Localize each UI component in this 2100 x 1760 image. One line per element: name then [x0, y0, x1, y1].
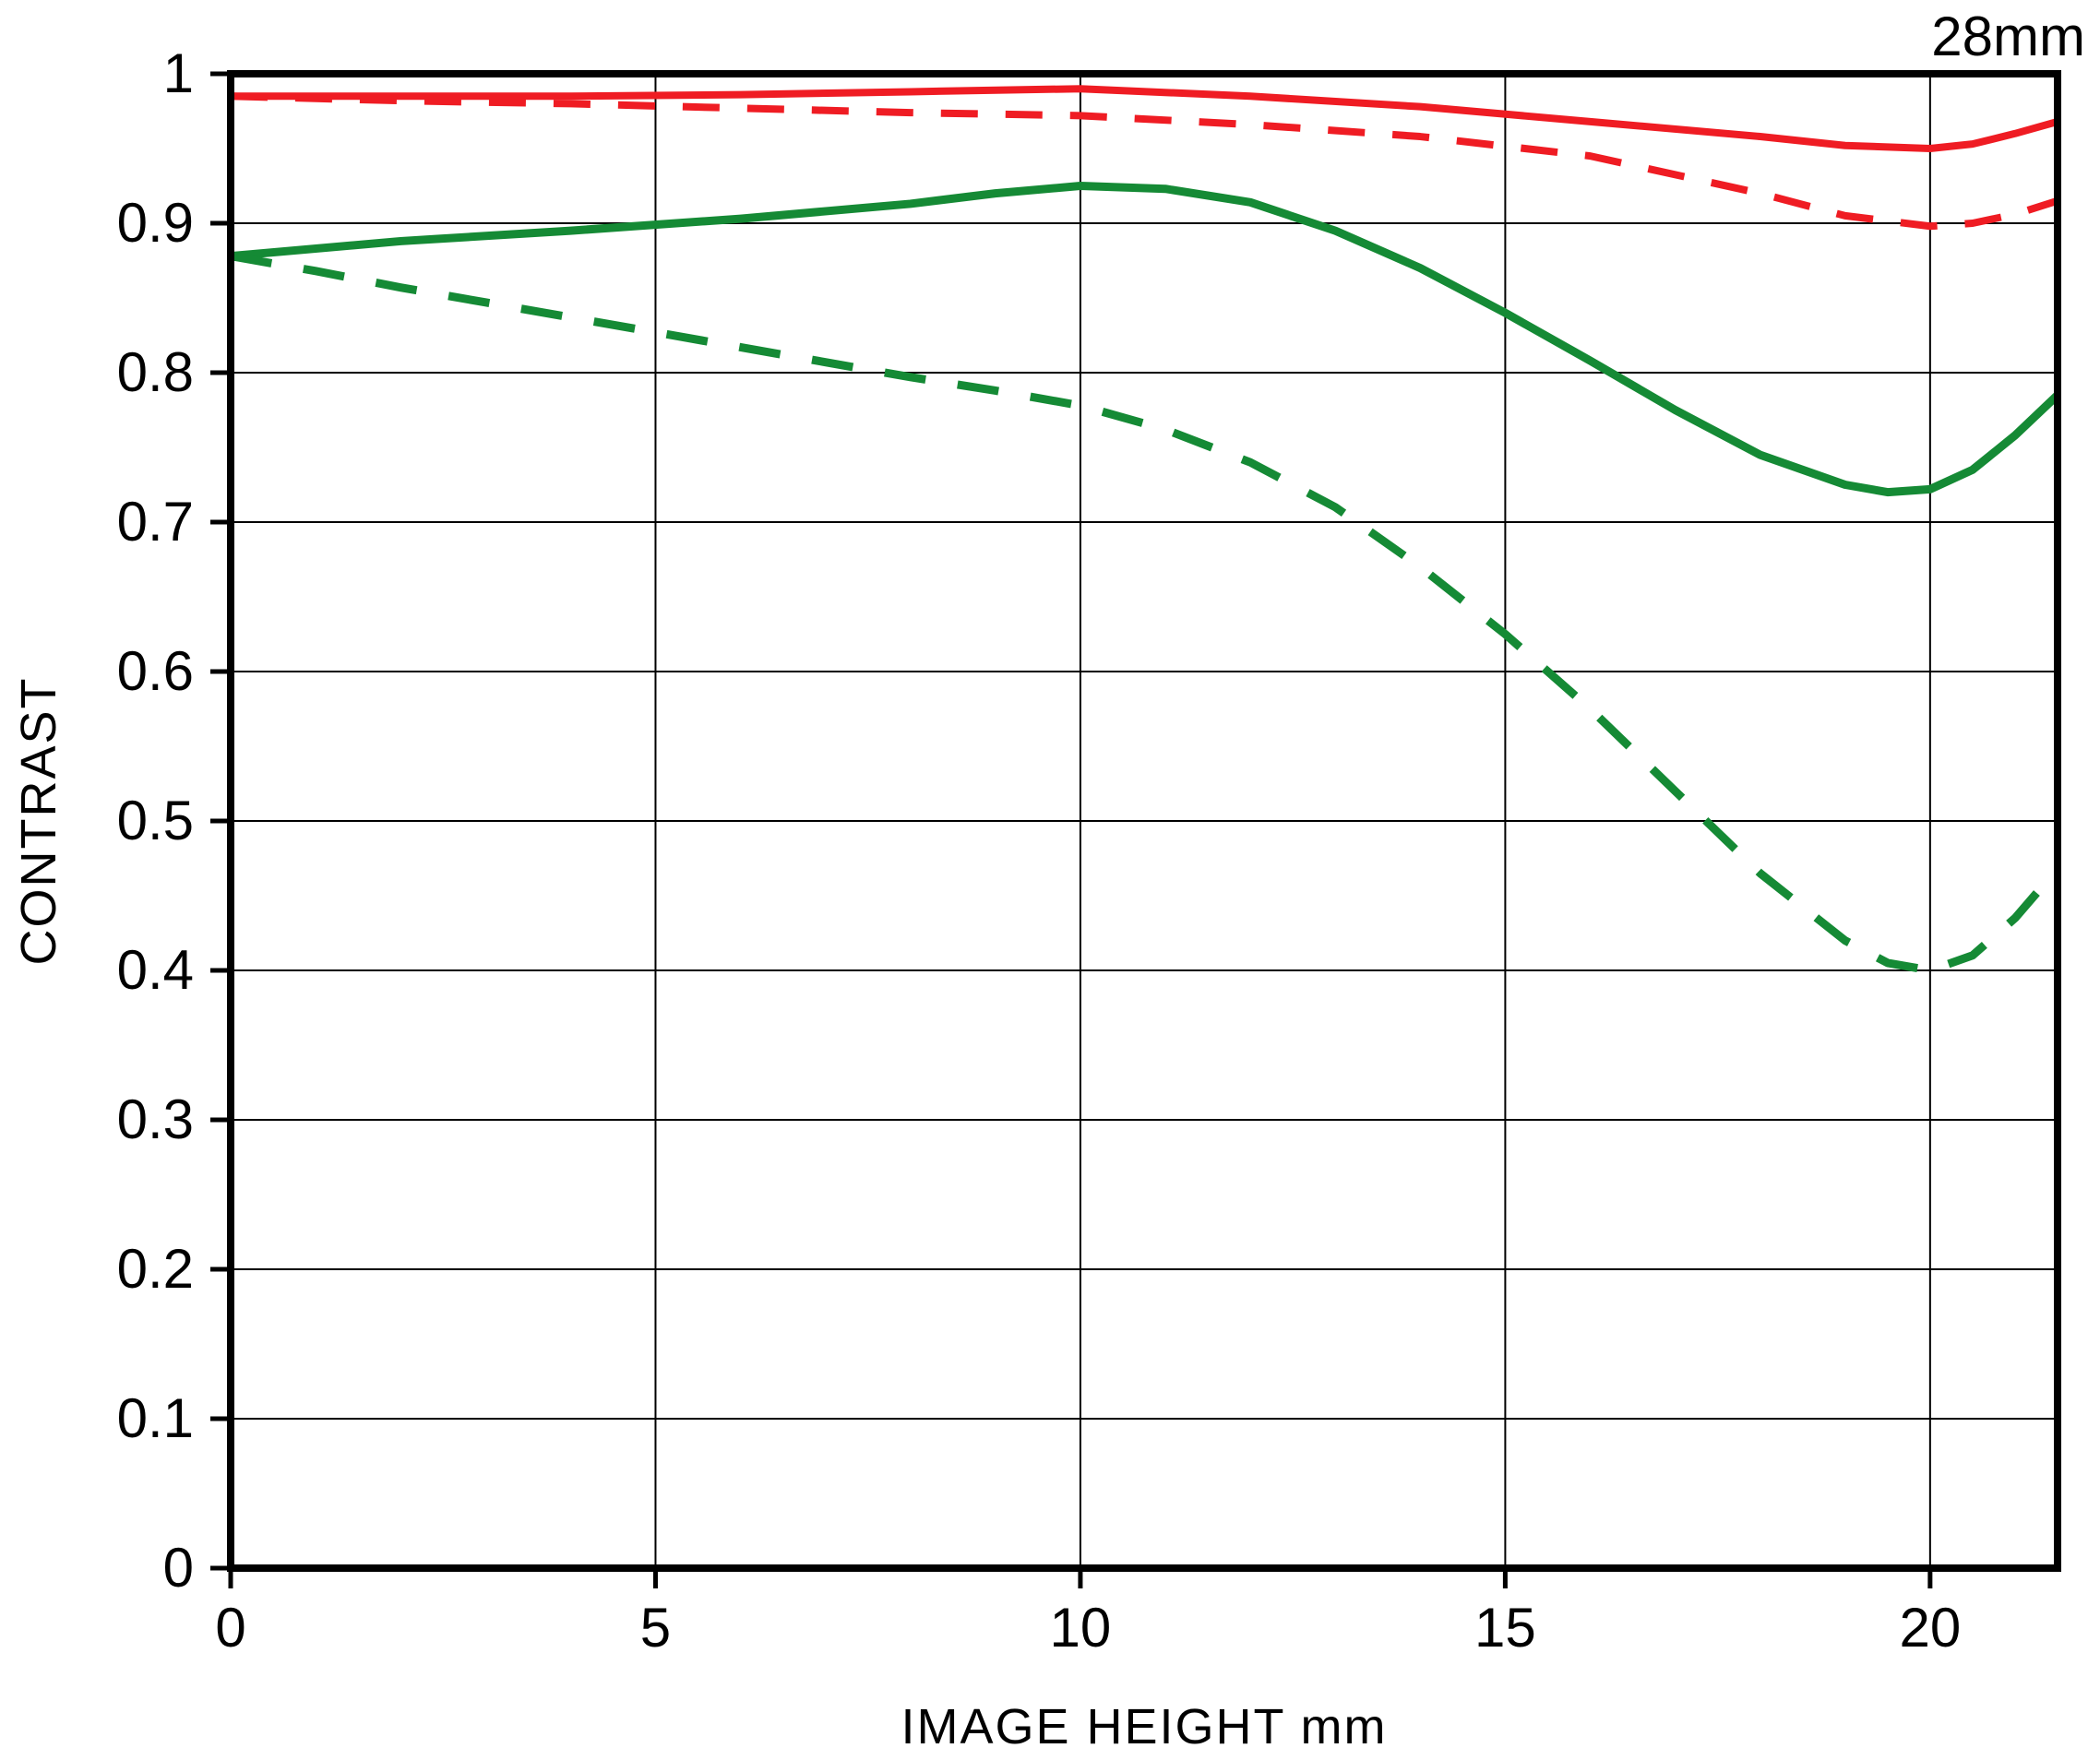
x-tick-label: 10	[1050, 1597, 1112, 1659]
x-tick-label: 5	[640, 1597, 671, 1659]
y-tick-label: 0.4	[117, 939, 194, 1001]
y-tick-label: 0.7	[117, 491, 194, 553]
chart-container: 0 5 10 15 20 0 0.1 0.2 0.3 0.4 0.5 0.6 0.7 0.8 0.9 1 IMA…	[0, 0, 2100, 1760]
y-tick-label: 0.9	[117, 192, 194, 254]
x-axis-label: IMAGE HEIGHT mm	[901, 1699, 1387, 1754]
y-tick-label: 0.8	[117, 341, 194, 403]
y-tick-label: 0.1	[117, 1387, 194, 1449]
y-tick-label: 0	[163, 1537, 194, 1599]
y-tick-label: 0.6	[117, 640, 194, 702]
corner-label: 28mm	[1931, 6, 2085, 67]
x-tick-label: 0	[215, 1597, 245, 1659]
x-tick-label: 20	[1899, 1597, 1961, 1659]
y-tick-label: 0.2	[117, 1238, 194, 1300]
y-tick-label: 1	[163, 42, 194, 104]
y-axis-label: CONTRAST	[11, 677, 66, 966]
x-tick-label: 15	[1474, 1597, 1536, 1659]
mtf-chart-svg: 0 5 10 15 20 0 0.1 0.2 0.3 0.4 0.5 0.6 0.7 0.8 0.9 1 IMA…	[0, 0, 2100, 1760]
y-tick-label: 0.3	[117, 1088, 194, 1150]
y-tick-label: 0.5	[117, 790, 194, 851]
